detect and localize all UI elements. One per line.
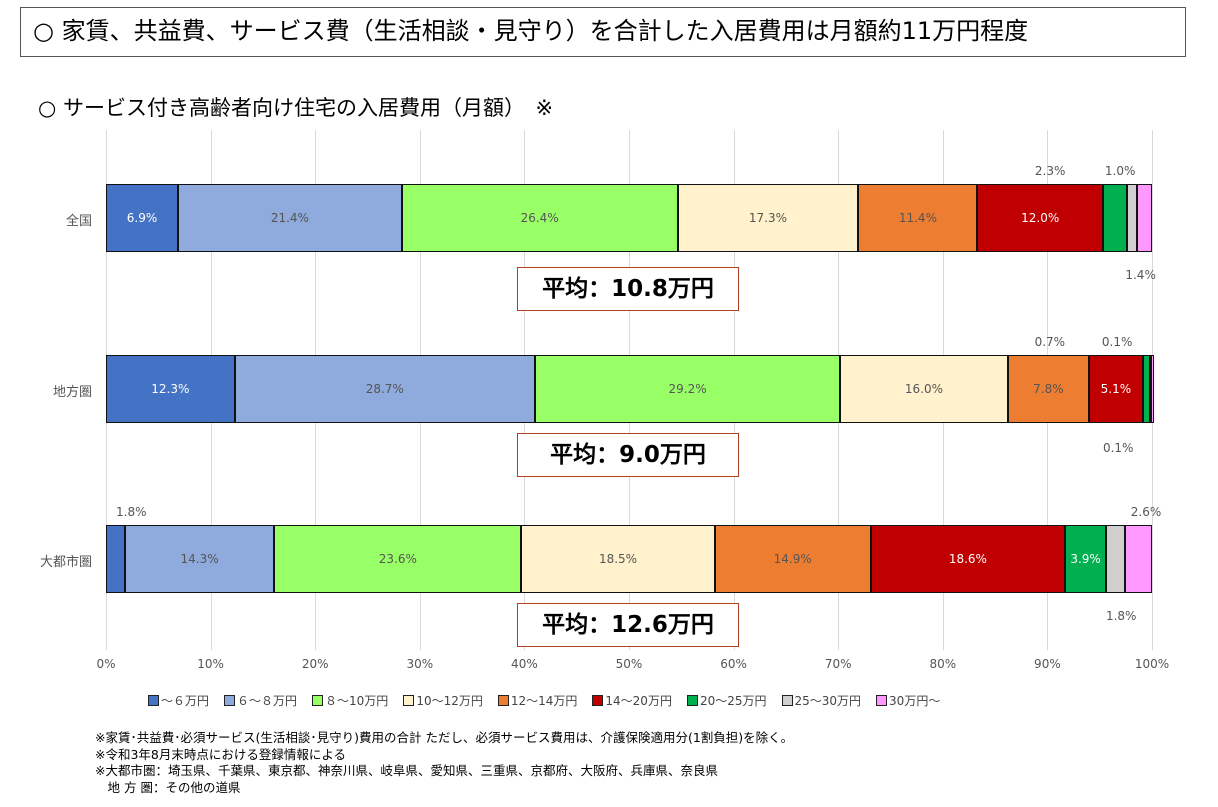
x-tick-label: 60% (720, 657, 747, 671)
legend-label: ～６万円 (161, 694, 210, 708)
data-label: 0.1% (1102, 441, 1134, 455)
bar-segment-with-label: 5.1% (1089, 355, 1143, 423)
bar-segment-with-label: 28.7% (234, 355, 535, 423)
legend-label: ８～10万円 (325, 694, 389, 708)
legend-label: 12～14万円 (510, 694, 578, 708)
legend-swatch (148, 695, 159, 706)
bar-segment-with-label: 6.9% (106, 184, 179, 252)
x-tick-label: 10% (197, 657, 224, 671)
note-line: ※大都市圏：埼玉県、千葉県、東京都、神奈川県、岐阜県、愛知県、三重県、京都府、大… (95, 763, 718, 778)
bar-row: 14.3% 23.6% 18.5% 14.9% 18.6% 3.9% (106, 525, 1152, 593)
bar-segment-with-label: 11.4% (858, 184, 978, 252)
bar-segment-with-label: 17.3% (677, 184, 859, 252)
legend-item: 14～20万円 (592, 692, 672, 709)
note-line: ※家賃･共益費･必須サービス(生活相談･見守り)費用の合計 ただし、必須サービス… (95, 730, 794, 745)
legend-swatch (403, 695, 415, 706)
category-label: 全国 (65, 214, 92, 229)
legend-item: ～６万円 (148, 692, 209, 709)
bar-segment (106, 525, 125, 593)
data-label: 2.6% (1130, 505, 1162, 519)
legend-item: 20～25万円 (686, 692, 767, 709)
headline: ○ 家賃、共益費、サービス費（生活相談・見守り）を合計した入居費用は月額約11万… (20, 7, 1186, 57)
x-tick-label: 20% (301, 657, 329, 671)
legend-swatch (224, 695, 236, 706)
bar-segment-with-label: 21.4% (178, 184, 402, 252)
legend-swatch (781, 695, 793, 706)
x-tick-label: 100% (1134, 657, 1170, 671)
data-label: 1.4% (1125, 268, 1156, 282)
x-tick-label: 40% (511, 657, 538, 671)
legend-label: 10～12万円 (416, 694, 483, 708)
data-label: 0.1% (1101, 335, 1133, 349)
x-tick-label: 70% (824, 657, 852, 671)
data-label: 1.0% (1104, 164, 1136, 178)
chart-subtitle: ○ サービス付き高齢者向け住宅の入居費用（月額） ※ (38, 96, 554, 120)
bar-segment-with-label: 12.0% (977, 184, 1103, 252)
average-box: 平均：12.6万円 (517, 603, 739, 647)
bar-row: 12.3% 28.7% 29.2% 16.0% 7.8% 5.1% (106, 355, 1154, 423)
data-label: 1.8% (116, 505, 147, 519)
bar-segment-with-label: 16.0% (840, 355, 1008, 423)
legend-label: 20～25万円 (699, 694, 767, 708)
bar-segment (1124, 525, 1152, 593)
bar-segment-with-label: 23.6% (274, 525, 522, 593)
legend-item: 30万円～ (876, 692, 940, 709)
bar-segment (1137, 184, 1152, 252)
x-tick-label: 90% (1034, 657, 1061, 671)
legend-item: 25～30万円 (781, 692, 862, 709)
bar-segment-with-label: 7.8% (1007, 355, 1090, 423)
note-line: 地 方 圏：その他の道県 (95, 779, 241, 795)
bar-segment (1126, 184, 1138, 252)
legend-swatch (497, 695, 509, 706)
notes: ※家賃･共益費･必須サービス(生活相談･見守り)費用の合計 ただし、必須サービス… (95, 730, 793, 796)
bar-segment-with-label: 14.3% (124, 525, 275, 593)
bar-segment (1105, 525, 1125, 593)
bar-segment-with-label: 3.9% (1065, 525, 1106, 593)
legend-swatch (312, 695, 324, 706)
bar-segment-with-label: 26.4% (401, 184, 678, 252)
x-tick-label: 0% (96, 657, 116, 671)
legend-item: ６～８万円 (224, 692, 297, 709)
bar-segment (1102, 184, 1127, 252)
legend-label: 14～20万円 (605, 694, 672, 708)
average-box: 平均：10.8万円 (517, 267, 739, 311)
legend-label: 30万円～ (889, 694, 941, 708)
category-label: 地方圏 (52, 385, 92, 400)
note-line: ※令和3年8月末時点における登録情報による (95, 746, 347, 762)
bar-segment-with-label: 29.2% (534, 355, 841, 423)
data-label: 1.8% (1105, 609, 1137, 623)
bar-row: 6.9% 21.4% 26.4% 17.3% 11.4% 12.0% (106, 184, 1152, 252)
legend-swatch (876, 695, 888, 706)
bar-segment-with-label: 18.5% (521, 525, 715, 593)
bar-segment (1142, 355, 1150, 423)
data-label: 2.3% (1034, 164, 1066, 178)
bar-segment (1150, 355, 1154, 423)
bar-segment-with-label: 14.9% (714, 525, 871, 593)
x-tick-label: 50% (615, 657, 643, 671)
legend-swatch (592, 695, 604, 706)
legend-item: 10～12万円 (403, 692, 483, 709)
legend-label: ６～８万円 (237, 694, 298, 708)
data-label: 0.7% (1034, 335, 1066, 349)
bar-segment-with-label: 12.3% (106, 355, 235, 423)
legend: ～６万円 ６～８万円 ８～10万円 10～12万円 12～14万円 14～20万円 20～2… (148, 692, 940, 709)
legend-item: ８～10万円 (312, 692, 388, 709)
category-label: 大都市圏 (39, 555, 92, 570)
x-tick-label: 80% (929, 657, 957, 671)
legend-item: 12～14万円 (497, 692, 578, 709)
average-box: 平均：9.0万円 (517, 433, 739, 477)
legend-label: 25～30万円 (794, 694, 862, 708)
legend-swatch (686, 695, 698, 706)
bar-segment-with-label: 18.6% (870, 525, 1066, 593)
x-tick-label: 30% (406, 657, 434, 671)
